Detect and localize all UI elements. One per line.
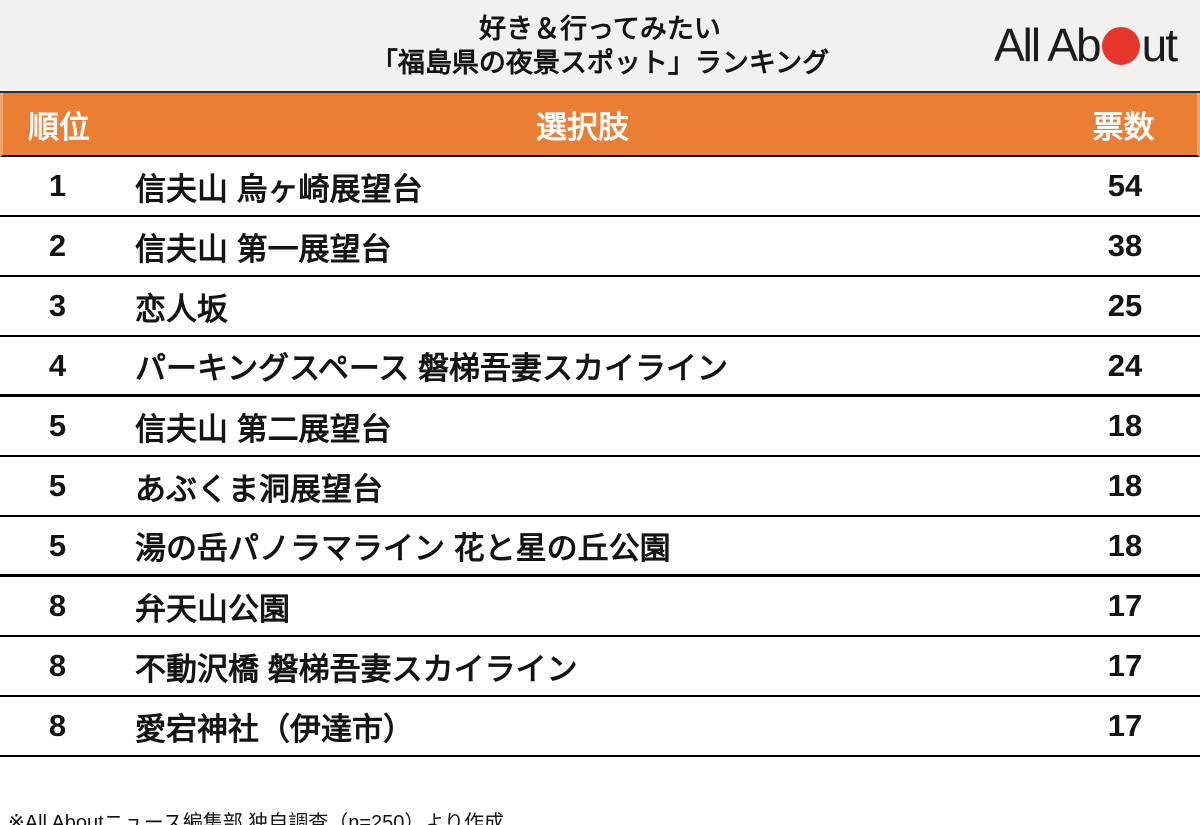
choice-cell: 信夫山 第一展望台 — [135, 231, 392, 267]
header-rank: 順位 — [28, 109, 90, 145]
header-choice: 選択肢 — [536, 109, 629, 145]
rank-cell: 5 — [48, 408, 67, 443]
choice-cell: 湯の岳パノラマライン 花と星の丘公園 — [135, 531, 671, 566]
rank-cell: 5 — [48, 468, 67, 503]
votes-cell: 38 — [1107, 228, 1143, 263]
choice-cell: パーキングスペース 磐梯吾妻スカイライン — [135, 351, 728, 386]
rank-cell: 2 — [48, 228, 67, 263]
logo-text-left: All Ab — [993, 19, 1102, 71]
table-row: 2 信夫山 第一展望台 38 — [0, 217, 1200, 277]
choice-cell: 恋人坂 — [135, 291, 228, 327]
votes-cell: 18 — [1107, 408, 1143, 443]
votes-cell: 17 — [1107, 648, 1143, 683]
rank-cell: 3 — [48, 288, 67, 323]
votes-cell: 54 — [1107, 168, 1143, 203]
choice-cell: 信夫山 第二展望台 — [135, 411, 392, 447]
table-row: 1 信夫山 烏ヶ崎展望台 54 — [0, 157, 1200, 217]
footnote-line1: ※All Aboutニュース編集部 独自調査（n=250）より作成 — [8, 812, 505, 825]
allabout-logo: All Ab ut — [993, 19, 1178, 71]
page-header: 好き＆行ってみたい 「福島県の夜景スポット」ランキング All Ab ut — [0, 0, 1200, 93]
choice-cell: 愛宕神社（伊達市） — [135, 711, 414, 747]
table-header-row: 順位 選択肢 票数 — [0, 93, 1200, 157]
choice-cell: 弁天山公園 — [135, 591, 290, 627]
rank-cell: 5 — [48, 527, 67, 563]
rank-cell: 1 — [48, 168, 67, 203]
votes-cell: 17 — [1107, 588, 1143, 623]
red-circle-o-icon — [1101, 27, 1140, 65]
table-row: 5 湯の岳パノラマライン 花と星の丘公園 18 — [0, 517, 1200, 577]
table-row: 8 不動沢橋 磐梯吾妻スカイライン 17 — [0, 637, 1200, 697]
logo-text-right: ut — [1141, 19, 1178, 71]
votes-cell: 17 — [1107, 708, 1143, 743]
table-row: 5 あぶくま洞展望台 18 — [0, 457, 1200, 517]
choice-cell: 信夫山 烏ヶ崎展望台 — [135, 171, 423, 207]
page-title-line2: 「福島県の夜景スポット」ランキング — [370, 48, 830, 78]
rank-cell: 8 — [48, 588, 67, 623]
table-row: 3 恋人坂 25 — [0, 277, 1200, 337]
votes-cell: 24 — [1107, 347, 1143, 383]
choice-cell: 不動沢橋 磐梯吾妻スカイライン — [135, 651, 578, 687]
choice-cell: あぶくま洞展望台 — [135, 471, 383, 507]
votes-cell: 18 — [1107, 527, 1143, 563]
votes-cell: 25 — [1107, 288, 1143, 323]
rank-cell: 8 — [48, 708, 67, 743]
page-title-line1: 好き＆行ってみたい — [479, 14, 721, 44]
table-row: 4 パーキングスペース 磐梯吾妻スカイライン 24 — [0, 337, 1200, 397]
rank-cell: 4 — [48, 347, 67, 383]
table-row: 8 弁天山公園 17 — [0, 577, 1200, 637]
header-votes: 票数 — [1092, 109, 1155, 145]
page-title: 好き＆行ってみたい 「福島県の夜景スポット」ランキング — [0, 0, 1200, 80]
table-row: 8 愛宕神社（伊達市） 17 — [0, 697, 1200, 757]
votes-cell: 18 — [1107, 468, 1143, 503]
rank-cell: 8 — [48, 648, 67, 683]
table-row: 5 信夫山 第二展望台 18 — [0, 397, 1200, 457]
footnotes: ※All Aboutニュース編集部 独自調査（n=250）より作成 ※上位8位を… — [0, 757, 1200, 825]
ranking-table: 1 信夫山 烏ヶ崎展望台 54 2 信夫山 第一展望台 38 3 恋人坂 25 … — [0, 157, 1200, 757]
